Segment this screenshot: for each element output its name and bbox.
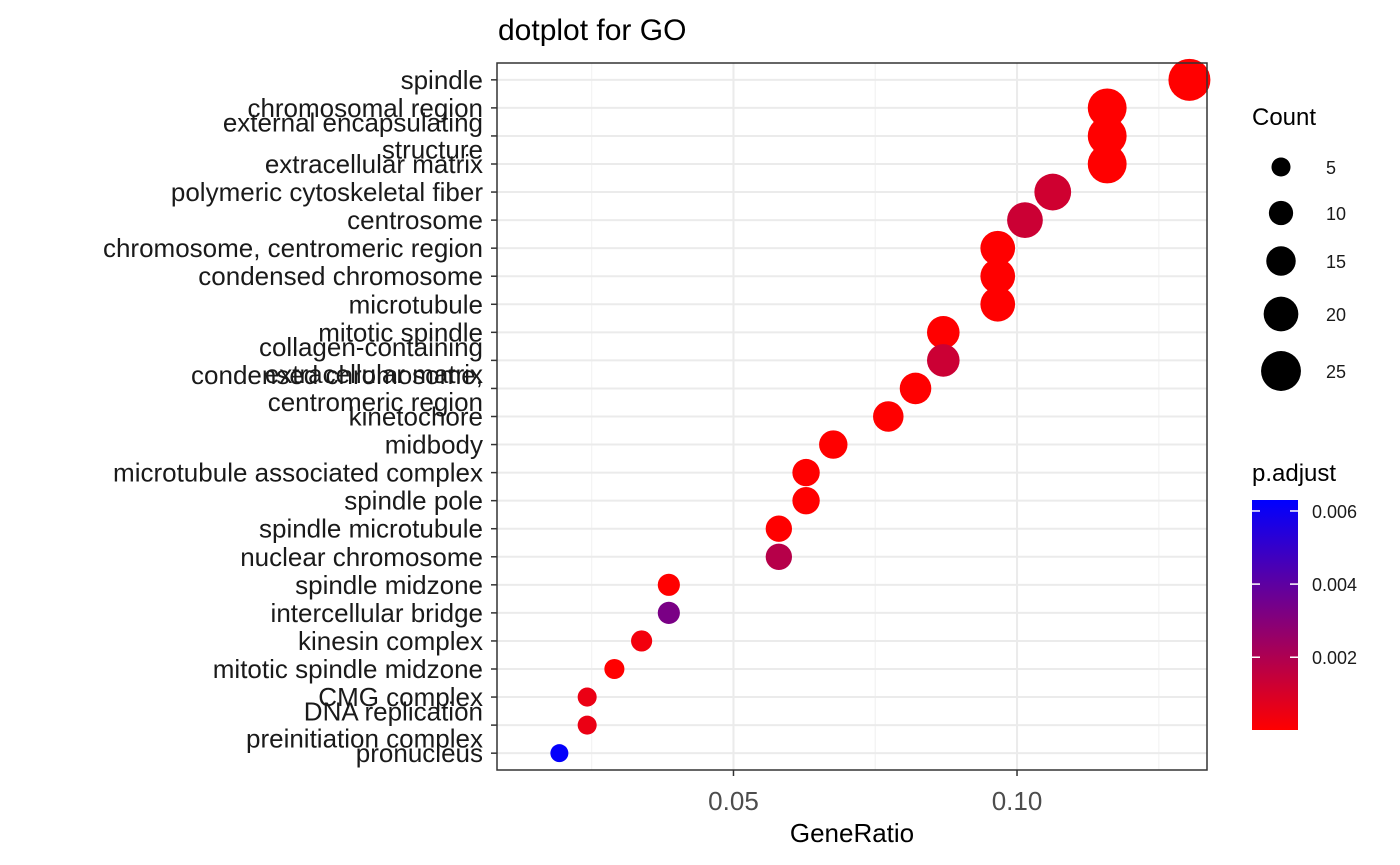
x-tick-label: 0.10 — [992, 786, 1043, 816]
category-label: condensed chromosome, centromeric region — [191, 360, 483, 417]
category-label: chromosome, centromeric region — [103, 233, 483, 263]
data-points — [550, 58, 1211, 763]
count-legend-label: 15 — [1326, 252, 1346, 272]
data-point — [1007, 202, 1043, 238]
count-legend-label: 25 — [1326, 362, 1346, 382]
data-point — [1087, 88, 1127, 128]
category-label: polymeric cytoskeletal fiber — [171, 177, 483, 207]
major-gridlines — [497, 63, 1207, 770]
category-label: mitotic spindle midzone — [213, 654, 483, 684]
data-point — [1034, 173, 1072, 211]
data-point — [926, 316, 960, 349]
category-label: kinetochore — [349, 402, 483, 432]
data-point — [577, 687, 597, 707]
category-label: microtubule — [349, 289, 483, 319]
category-label: DNA replication preinitiation complex — [246, 697, 483, 754]
p-adjust-colorbar — [1252, 500, 1298, 730]
data-point — [765, 515, 793, 542]
plot-panel — [496, 58, 1211, 771]
data-point — [792, 458, 820, 487]
data-point — [765, 543, 793, 570]
count-legend: Count 5 10 15 20 25 — [1252, 104, 1346, 391]
data-point — [980, 286, 1016, 322]
data-point — [1087, 116, 1127, 156]
count-legend-dot — [1268, 200, 1294, 226]
p-adjust-legend-title: p.adjust — [1252, 460, 1336, 487]
data-point — [1087, 144, 1127, 184]
chart-title: dotplot for GO — [498, 14, 686, 47]
x-axis-title: GeneRatio — [790, 818, 914, 848]
category-label: extracellular matrix — [265, 149, 483, 179]
x-tick-label: 0.05 — [708, 786, 759, 816]
data-point — [577, 715, 597, 735]
data-point — [873, 401, 904, 432]
count-legend-label: 5 — [1326, 158, 1336, 178]
category-label: pronucleus — [356, 738, 483, 768]
data-point — [980, 230, 1016, 266]
count-legend-label: 10 — [1326, 204, 1346, 224]
category-label: centrosome — [347, 205, 483, 235]
count-legend-label: 20 — [1326, 305, 1346, 325]
colorbar-label: 0.004 — [1312, 575, 1357, 595]
category-label: spindle pole — [344, 486, 483, 516]
p-adjust-legend: p.adjust 0.006 0.004 0.002 — [1252, 460, 1357, 730]
data-point — [657, 601, 680, 624]
data-point — [657, 573, 680, 596]
data-point — [1168, 58, 1211, 101]
count-legend-dot — [1261, 351, 1301, 391]
data-point — [819, 430, 848, 459]
data-point — [604, 658, 625, 680]
category-label: midbody — [385, 430, 483, 460]
category-label: spindle — [401, 65, 483, 95]
data-point — [792, 486, 820, 515]
count-legend-dot — [1266, 246, 1296, 276]
category-label: nuclear chromosome — [240, 542, 483, 572]
data-point — [926, 344, 960, 377]
x-axis: 0.05 0.10 — [708, 770, 1042, 816]
data-point — [631, 630, 653, 652]
count-legend-dot — [1271, 157, 1291, 177]
colorbar-label: 0.002 — [1312, 648, 1357, 668]
count-legend-title: Count — [1252, 104, 1316, 131]
count-legend-dot — [1263, 296, 1299, 332]
category-label: microtubule associated complex — [113, 458, 483, 488]
category-label: collagen-containing extracellular matrix — [259, 332, 483, 389]
category-label: spindle microtubule — [259, 514, 483, 544]
data-point — [550, 744, 569, 763]
category-label: spindle midzone — [295, 570, 483, 600]
category-label: CMG complex — [318, 682, 483, 712]
data-point — [899, 372, 932, 405]
category-label: mitotic spindle — [318, 317, 483, 347]
category-label: chromosomal region — [247, 93, 483, 123]
category-label: external encapsulating structure — [223, 107, 483, 164]
colorbar-label: 0.006 — [1312, 502, 1357, 522]
category-label: kinesin complex — [298, 626, 483, 656]
category-label: condensed chromosome — [198, 261, 483, 291]
category-label: intercellular bridge — [271, 598, 483, 628]
data-point — [980, 258, 1016, 294]
